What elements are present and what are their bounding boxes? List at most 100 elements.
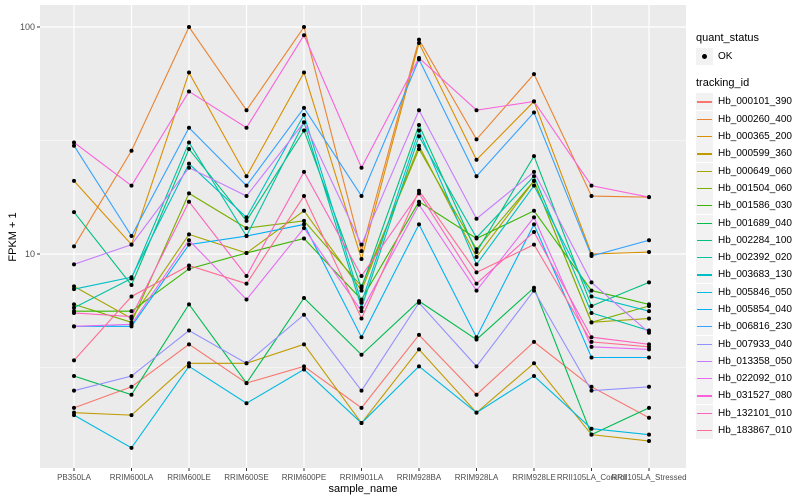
legend-key xyxy=(696,283,713,301)
data-point xyxy=(532,169,536,174)
x-tick-label: PB350LA xyxy=(57,473,91,482)
data-point xyxy=(474,335,479,340)
data-point xyxy=(359,388,364,393)
data-point xyxy=(359,249,364,254)
data-point xyxy=(187,70,191,75)
line-swatch-icon xyxy=(697,360,712,363)
legend-key xyxy=(696,197,713,215)
data-point xyxy=(302,120,306,125)
line-swatch-icon xyxy=(697,395,712,397)
data-point xyxy=(72,388,76,393)
legend-item: Hb_013358_050 xyxy=(696,352,792,370)
data-point xyxy=(244,108,249,113)
legend-key xyxy=(696,231,713,249)
data-point xyxy=(244,281,249,286)
data-point xyxy=(302,169,306,174)
legend-key xyxy=(696,404,713,422)
data-point xyxy=(302,25,306,29)
legend-item: Hb_005854_040 xyxy=(696,301,792,318)
legend-item: Hb_007933_040 xyxy=(696,335,792,353)
legend-key xyxy=(696,249,713,267)
data-point xyxy=(359,273,364,278)
data-point xyxy=(647,195,651,200)
legend-item: Hb_183867_010 xyxy=(696,422,792,440)
y-tick-label: 100 xyxy=(20,22,35,32)
legend-label: Hb_001504_060 xyxy=(718,182,792,194)
data-point xyxy=(417,41,421,46)
data-point xyxy=(302,128,306,133)
data-point xyxy=(532,174,536,179)
x-tick-label: RRIM928BA xyxy=(397,473,442,482)
legend-tracking-id: tracking_id Hb_000101_390 Hb_000260_400 Hb… xyxy=(696,77,792,440)
data-point xyxy=(589,339,594,344)
x-axis-title: sample_name xyxy=(328,483,397,495)
legend-label: Hb_000365_200 xyxy=(718,131,792,143)
data-point xyxy=(589,384,594,389)
data-point xyxy=(532,339,536,344)
data-point xyxy=(532,72,536,77)
data-point xyxy=(589,304,594,309)
x-tick-label: RRII105LA_Stressed xyxy=(611,473,686,482)
data-point xyxy=(474,250,479,255)
data-point xyxy=(474,108,479,113)
data-point xyxy=(187,302,191,307)
data-point xyxy=(589,280,594,285)
legend-item: Hb_005846_050 xyxy=(696,283,792,301)
data-point xyxy=(72,374,76,379)
data-point xyxy=(532,208,536,213)
legend-label: Hb_031527_080 xyxy=(718,390,792,402)
data-point xyxy=(129,314,134,319)
legend-label: Hb_002284_100 xyxy=(718,234,792,246)
data-point xyxy=(359,421,364,426)
legend-key xyxy=(696,179,713,197)
legend-label: Hb_001689_040 xyxy=(718,217,792,229)
data-point xyxy=(647,439,651,444)
data-point xyxy=(647,384,651,389)
data-point xyxy=(417,347,421,352)
legend-item: Hb_002284_100 xyxy=(696,231,792,249)
legend-label: Hb_003683_130 xyxy=(718,269,792,281)
data-point xyxy=(244,234,249,239)
data-point xyxy=(359,288,364,293)
data-point xyxy=(72,305,76,310)
line-swatch-icon xyxy=(697,239,712,241)
data-point xyxy=(417,332,421,337)
legend-item: Hb_132101_010 xyxy=(696,404,792,422)
line-swatch-icon xyxy=(697,187,712,190)
data-point xyxy=(129,275,134,280)
legend-key xyxy=(696,335,713,353)
data-point xyxy=(589,288,594,293)
data-point xyxy=(129,242,134,247)
data-point xyxy=(589,320,594,325)
data-point xyxy=(187,232,191,237)
data-point xyxy=(532,361,536,366)
data-point xyxy=(244,401,249,406)
data-point xyxy=(187,238,191,243)
legend-key xyxy=(696,214,713,232)
data-point xyxy=(589,432,594,437)
legend-key xyxy=(696,145,713,163)
data-point xyxy=(532,183,536,188)
line-swatch-icon xyxy=(697,430,712,432)
data-point xyxy=(589,253,594,258)
data-point xyxy=(72,287,76,292)
data-point xyxy=(359,194,364,199)
data-point xyxy=(474,262,479,267)
data-point xyxy=(302,112,306,117)
line-swatch-icon xyxy=(697,343,712,345)
data-point xyxy=(417,123,421,128)
data-point xyxy=(589,426,594,431)
legend-item: Hb_000101_390 xyxy=(696,93,792,111)
data-point xyxy=(359,352,364,357)
legend-key xyxy=(696,110,713,128)
data-point xyxy=(417,128,421,133)
data-point xyxy=(187,125,191,130)
data-point xyxy=(532,222,536,227)
x-tick-label: RRIM928LA xyxy=(455,473,499,482)
data-point xyxy=(474,235,479,240)
legend-key xyxy=(696,352,713,370)
data-point xyxy=(589,310,594,315)
line-swatch-icon xyxy=(697,291,712,293)
data-point xyxy=(72,210,76,215)
line-swatch-icon xyxy=(697,170,712,172)
